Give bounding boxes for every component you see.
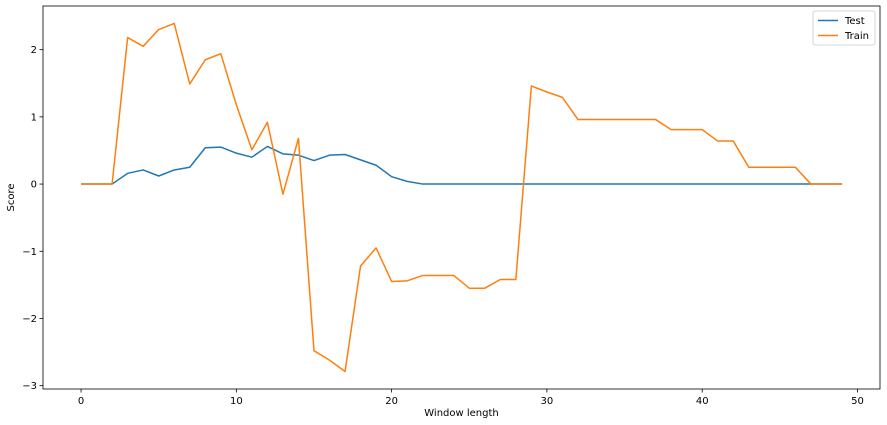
x-tick-label: 10 (230, 396, 243, 407)
y-tick-label: 2 (31, 45, 37, 56)
legend: Test Train (812, 10, 876, 46)
y-axis: −3 −2 −1 0 1 2 (22, 45, 43, 392)
x-axis: 0 10 20 30 40 50 (78, 389, 864, 407)
y-axis-label: Score (6, 183, 17, 211)
y-tick-label: 0 (31, 180, 37, 191)
x-tick-label: 50 (851, 396, 864, 407)
legend-box (812, 10, 876, 46)
legend-label-test: Test (844, 16, 865, 27)
x-axis-label: Window length (424, 408, 498, 419)
y-tick-label: −3 (22, 381, 37, 392)
y-tick-label: −2 (22, 314, 37, 325)
x-tick-label: 40 (696, 396, 709, 407)
y-tick-label: 1 (31, 112, 37, 123)
series-line-test (81, 145, 842, 185)
x-tick-label: 0 (78, 396, 84, 407)
y-tick-label: −1 (22, 247, 37, 258)
series-line-train (81, 22, 842, 373)
plot-area (42, 5, 881, 390)
series-layer (81, 22, 842, 373)
x-tick-label: 20 (385, 396, 398, 407)
legend-label-train: Train (844, 31, 869, 42)
x-tick-label: 30 (541, 396, 554, 407)
